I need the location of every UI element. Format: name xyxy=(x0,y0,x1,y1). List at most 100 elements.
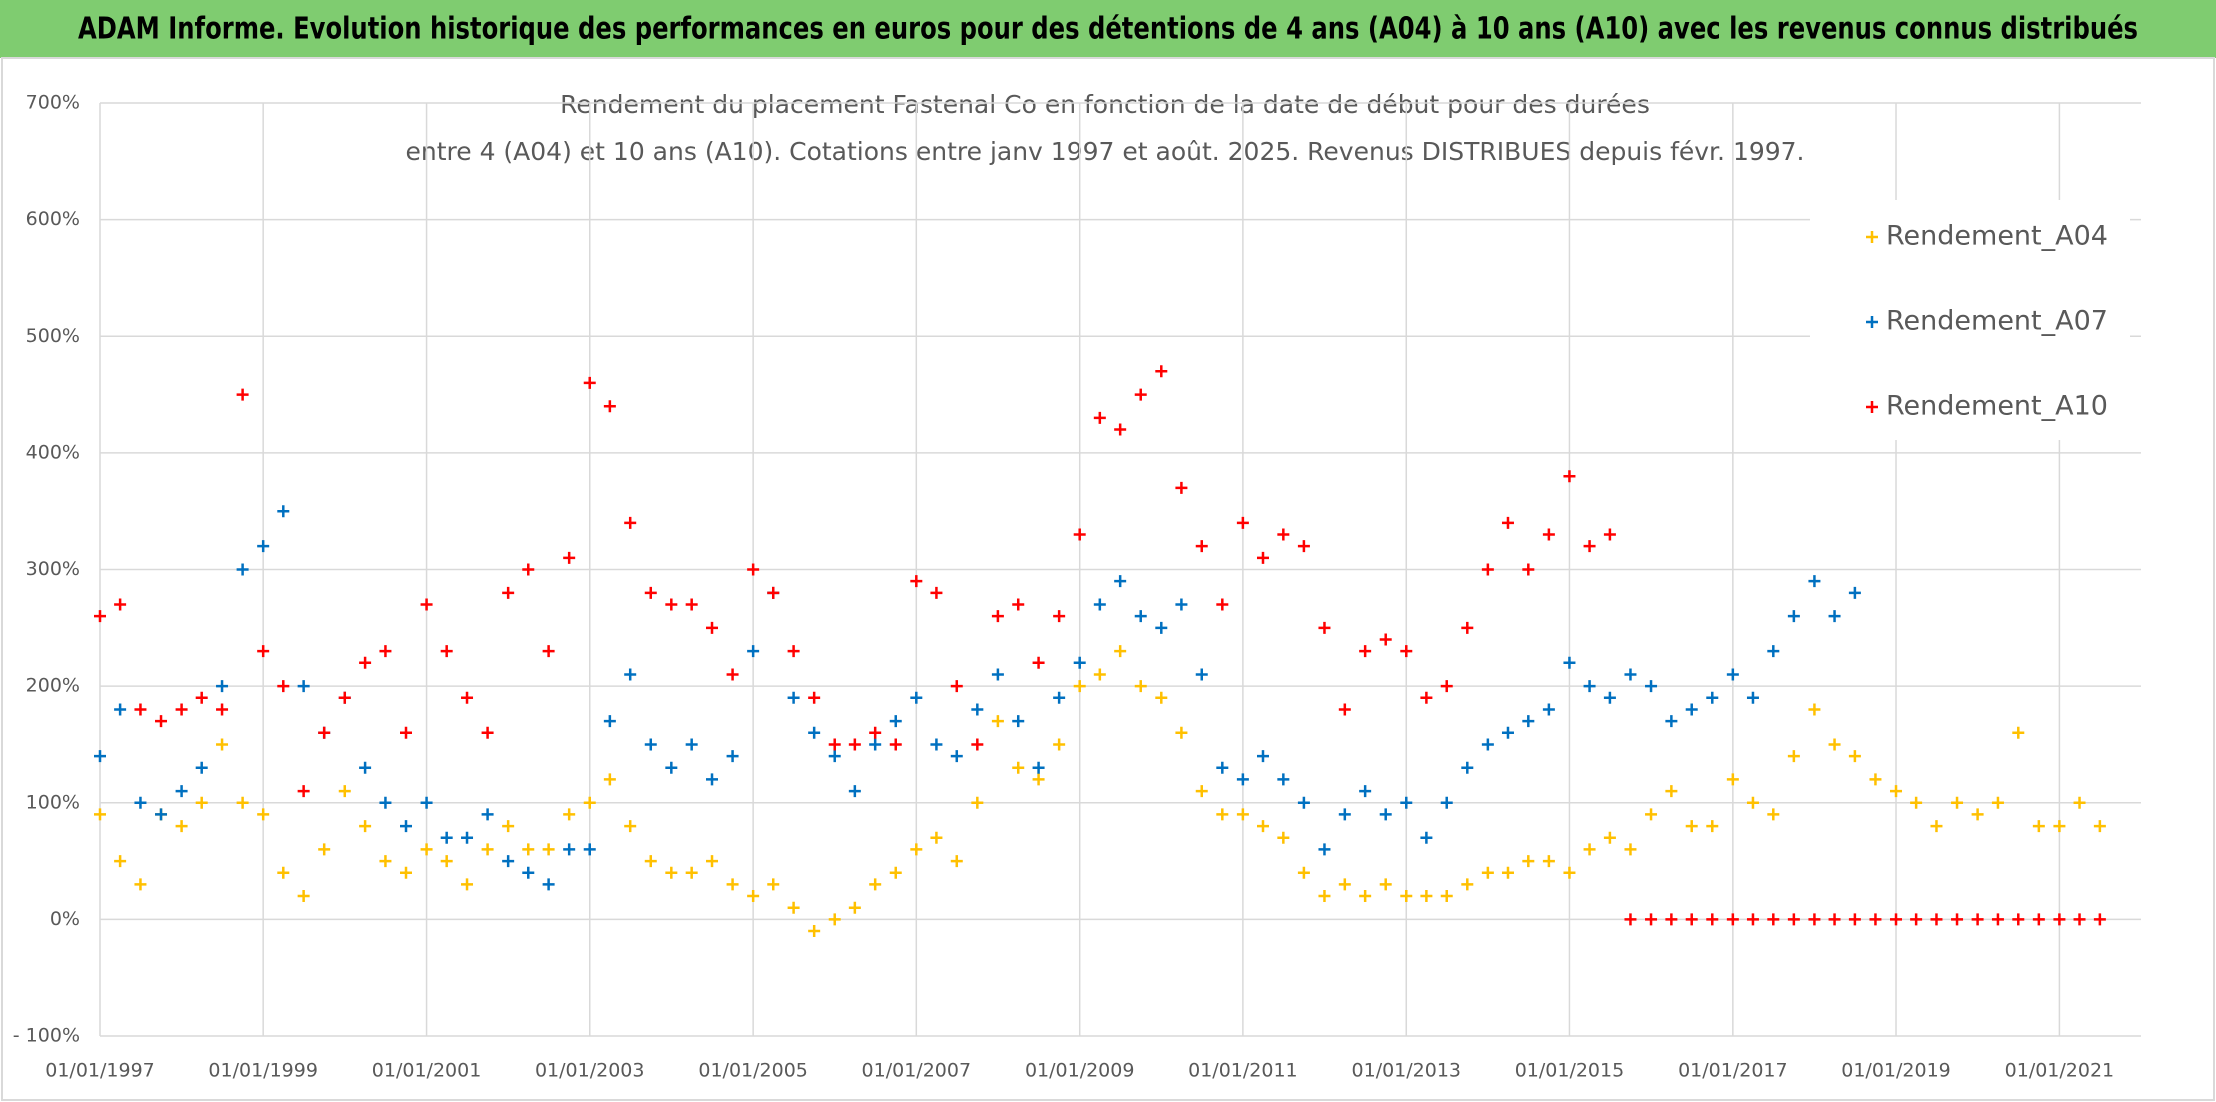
data-point xyxy=(747,645,760,658)
data-point xyxy=(1257,820,1269,833)
data-point xyxy=(1522,563,1535,576)
data-point xyxy=(440,831,453,844)
data-point xyxy=(1134,388,1147,401)
data-point xyxy=(1297,796,1310,809)
data-point xyxy=(1114,423,1127,436)
data-point xyxy=(1440,890,1453,903)
data-point xyxy=(481,843,494,856)
data-point xyxy=(1297,540,1310,553)
data-point xyxy=(1012,761,1025,774)
data-point xyxy=(1767,913,1780,926)
data-point xyxy=(1195,785,1208,798)
legend-marker xyxy=(1866,231,1878,243)
data-point xyxy=(1910,913,1923,926)
data-point xyxy=(94,808,106,821)
data-point xyxy=(1155,365,1168,378)
data-point xyxy=(583,796,596,809)
data-point xyxy=(787,901,800,914)
data-point xyxy=(1359,645,1372,658)
data-point xyxy=(665,866,678,879)
data-point xyxy=(297,785,310,798)
data-point xyxy=(420,598,433,611)
data-point xyxy=(848,901,861,914)
data-point xyxy=(1257,750,1269,763)
data-point xyxy=(1073,528,1086,541)
data-point xyxy=(991,668,1004,681)
data-point xyxy=(1991,796,2004,809)
data-point xyxy=(2032,913,2045,926)
data-point xyxy=(257,540,270,553)
data-point xyxy=(1624,913,1637,926)
data-point xyxy=(1134,680,1147,693)
data-point xyxy=(624,516,637,529)
data-point xyxy=(502,855,515,868)
data-point xyxy=(1665,913,1678,926)
x-tick-label: 01/01/2001 xyxy=(372,1060,482,1082)
data-point xyxy=(359,820,372,833)
data-point xyxy=(175,703,188,716)
data-point xyxy=(747,563,760,576)
data-point xyxy=(1359,785,1372,798)
data-point xyxy=(1155,691,1168,704)
y-tick-label: - 100% xyxy=(13,1025,80,1047)
data-point xyxy=(644,586,657,599)
data-point xyxy=(1175,598,1188,611)
data-point xyxy=(2053,820,2066,833)
data-point xyxy=(1971,913,1984,926)
data-point xyxy=(277,866,290,879)
data-point xyxy=(94,750,106,763)
data-point xyxy=(216,703,229,716)
data-point xyxy=(1890,785,1903,798)
data-point xyxy=(1012,598,1025,611)
data-point xyxy=(2093,820,2106,833)
data-point xyxy=(216,680,229,693)
data-point xyxy=(930,738,943,751)
data-point xyxy=(950,680,963,693)
data-point xyxy=(2073,913,2086,926)
data-point xyxy=(1624,843,1637,856)
x-tick-label: 01/01/1997 xyxy=(45,1060,155,1082)
data-point xyxy=(440,855,453,868)
data-point xyxy=(420,843,433,856)
data-point xyxy=(1093,598,1106,611)
data-point xyxy=(134,703,147,716)
data-point xyxy=(1053,691,1066,704)
data-point xyxy=(1746,913,1759,926)
data-point xyxy=(1991,913,2004,926)
data-point xyxy=(644,738,657,751)
data-point xyxy=(991,610,1004,623)
data-point xyxy=(1053,610,1066,623)
data-point xyxy=(522,843,535,856)
data-point xyxy=(542,645,555,658)
data-point xyxy=(1400,796,1413,809)
data-point xyxy=(1828,913,1841,926)
data-point xyxy=(134,878,147,891)
data-point xyxy=(1767,645,1780,658)
data-point xyxy=(1032,773,1045,786)
data-point xyxy=(1114,575,1127,588)
data-point xyxy=(1706,691,1719,704)
data-point xyxy=(1645,680,1658,693)
chart-frame xyxy=(1,57,2215,1101)
data-point xyxy=(440,645,453,658)
data-point xyxy=(1787,610,1800,623)
data-point xyxy=(94,610,106,623)
data-point xyxy=(1808,913,1821,926)
data-point xyxy=(195,796,208,809)
data-point xyxy=(195,691,208,704)
y-tick-label: 200% xyxy=(26,675,80,697)
data-point xyxy=(889,715,902,728)
data-point xyxy=(338,691,351,704)
data-point xyxy=(522,563,535,576)
data-point xyxy=(1583,540,1596,553)
data-point xyxy=(1828,610,1841,623)
data-point xyxy=(624,820,637,833)
data-point xyxy=(502,820,515,833)
data-point xyxy=(236,388,249,401)
data-point xyxy=(1930,913,1943,926)
data-point xyxy=(257,645,270,658)
data-point xyxy=(1236,773,1249,786)
data-point xyxy=(1093,668,1106,681)
data-point xyxy=(1216,808,1229,821)
data-point xyxy=(869,878,882,891)
